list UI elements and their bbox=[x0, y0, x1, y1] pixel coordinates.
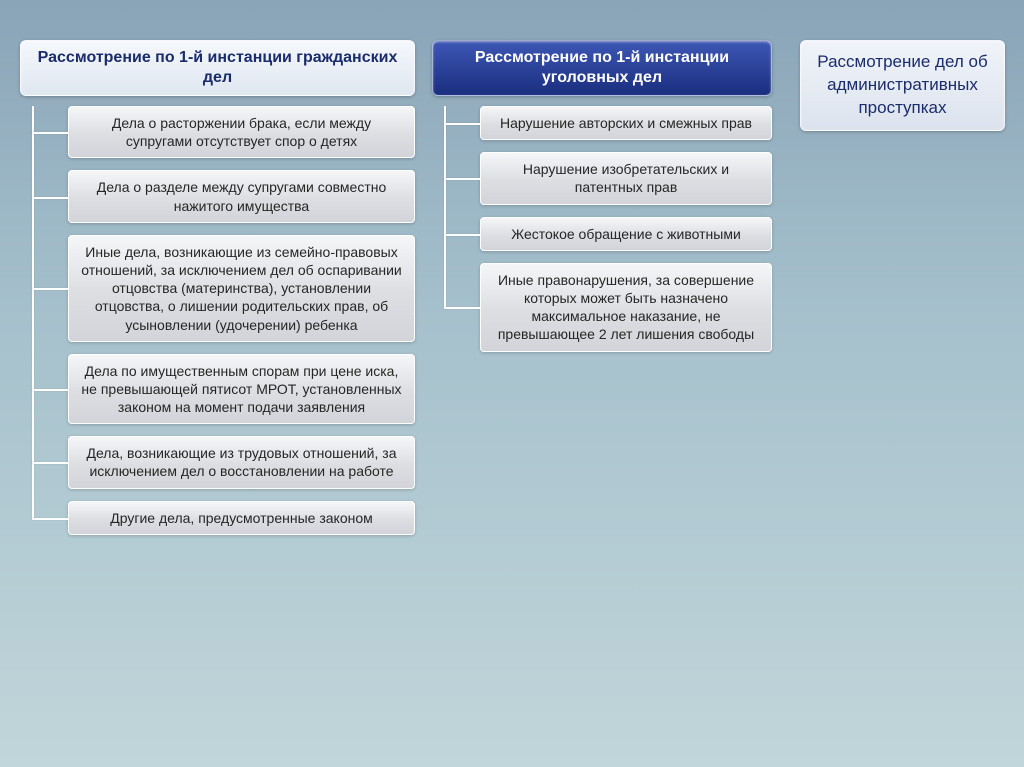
criminal-item-box: Нарушение изобретательских и патентных п… bbox=[480, 152, 772, 204]
civil-item: Другие дела, предусмотренные законом bbox=[20, 501, 415, 535]
criminal-header: Рассмотрение по 1-й инстанции уголовных … bbox=[432, 40, 772, 96]
criminal-item: Жестокое обращение с животными bbox=[432, 217, 772, 251]
civil-item: Дела о расторжении брака, если между суп… bbox=[20, 106, 415, 158]
civil-item: Дела по имущественным спорам при цене ис… bbox=[20, 354, 415, 425]
civil-item: Дела о разделе между супругами совместно… bbox=[20, 170, 415, 222]
civil-item-box: Другие дела, предусмотренные законом bbox=[68, 501, 415, 535]
criminal-item: Нарушение изобретательских и патентных п… bbox=[432, 152, 772, 204]
civil-item-box: Дела о разделе между супругами совместно… bbox=[68, 170, 415, 222]
criminal-column: Рассмотрение по 1-й инстанции уголовных … bbox=[432, 40, 772, 352]
civil-item-box: Иные дела, возникающие из семейно-правов… bbox=[68, 235, 415, 342]
criminal-item-box: Иные правонарушения, за совершение котор… bbox=[480, 263, 772, 352]
admin-column: Рассмотрение дел об административных про… bbox=[800, 40, 1005, 131]
civil-item: Иные дела, возникающие из семейно-правов… bbox=[20, 235, 415, 342]
civil-header: Рассмотрение по 1-й инстанции граждански… bbox=[20, 40, 415, 96]
criminal-item-box: Жестокое обращение с животными bbox=[480, 217, 772, 251]
civil-item-box: Дела, возникающие из трудовых отношений,… bbox=[68, 436, 415, 488]
criminal-item-box: Нарушение авторских и смежных прав bbox=[480, 106, 772, 140]
criminal-item: Иные правонарушения, за совершение котор… bbox=[432, 263, 772, 352]
civil-tree: Дела о расторжении брака, если между суп… bbox=[20, 106, 415, 535]
criminal-item: Нарушение авторских и смежных прав bbox=[432, 106, 772, 140]
civil-item: Дела, возникающие из трудовых отношений,… bbox=[20, 436, 415, 488]
civil-item-box: Дела о расторжении брака, если между суп… bbox=[68, 106, 415, 158]
civil-column: Рассмотрение по 1-й инстанции граждански… bbox=[20, 40, 415, 535]
admin-box: Рассмотрение дел об административных про… bbox=[800, 40, 1005, 131]
criminal-tree: Нарушение авторских и смежных прав Наруш… bbox=[432, 106, 772, 352]
civil-item-box: Дела по имущественным спорам при цене ис… bbox=[68, 354, 415, 425]
